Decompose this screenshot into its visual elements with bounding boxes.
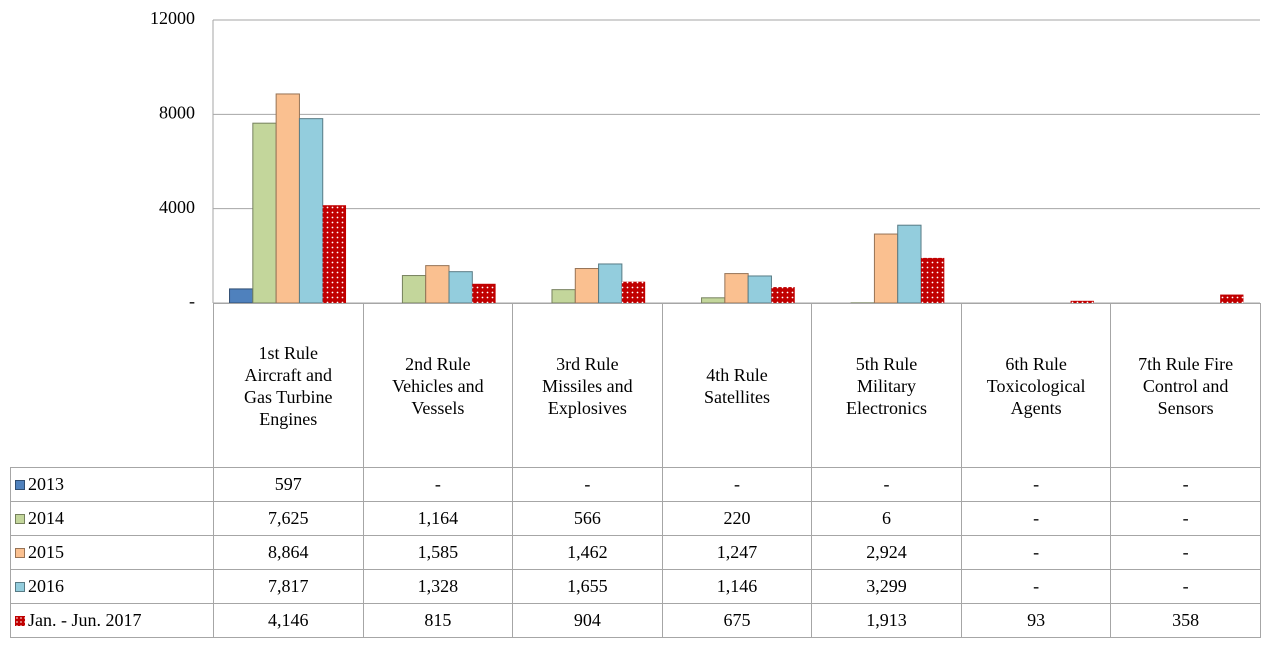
legend-swatch	[15, 616, 25, 626]
bar	[621, 281, 646, 303]
value-cell: 7,625	[213, 501, 364, 536]
y-tick-label: -	[189, 291, 195, 311]
bar	[1220, 294, 1244, 303]
value-cell: 8,864	[213, 535, 364, 570]
value-cell: 1,164	[362, 501, 514, 536]
category-cell: 5th Rule Military Electronics	[811, 303, 962, 468]
bar	[747, 275, 772, 304]
value-cell: 1,328	[362, 569, 514, 604]
category-label: 7th Rule Fire Control and Sensors	[1138, 353, 1234, 418]
value-cell: 6	[811, 501, 962, 536]
bar	[322, 205, 347, 303]
value-cell: 597	[213, 467, 364, 502]
value-cell: -	[512, 467, 663, 502]
value-cell: 1,462	[512, 535, 663, 570]
category-label: 5th Rule Military Electronics	[846, 353, 928, 418]
bar	[873, 233, 899, 304]
legend-label: 2013	[28, 474, 64, 494]
value-cell: 1,913	[811, 603, 962, 638]
value-cell: -	[1110, 501, 1261, 536]
category-cell: 4th Rule Satellites	[661, 303, 813, 468]
category-cell: 7th Rule Fire Control and Sensors	[1110, 303, 1261, 468]
legend-cell: 2013	[10, 467, 214, 502]
value-cell: 220	[661, 501, 813, 536]
legend-cell: 2014	[10, 501, 214, 536]
value-cell: -	[661, 467, 813, 502]
value-cell: 1,146	[661, 569, 813, 604]
value-cell: -	[960, 535, 1112, 570]
legend-swatch	[15, 582, 25, 592]
bar	[252, 122, 277, 304]
value-cell: 675	[661, 603, 813, 638]
value-cell: 4,146	[213, 603, 364, 638]
category-label: 4th Rule Satellites	[703, 364, 770, 407]
value-cell: 2,924	[811, 535, 962, 570]
legend-label: 2016	[28, 576, 64, 596]
legend-label: 2015	[28, 542, 64, 562]
category-cell: 1st Rule Aircraft and Gas Turbine Engine…	[213, 303, 364, 468]
legend-cell: Jan. - Jun. 2017	[10, 603, 214, 638]
value-cell: -	[1110, 467, 1261, 502]
category-label: 6th Rule Toxicological Agents	[986, 353, 1086, 418]
bar	[298, 118, 324, 304]
series-row: 2013 597- - - - - -	[10, 467, 1261, 502]
bar	[472, 283, 496, 303]
series-row: 2014 7,625 1,164 566 220 6- -	[10, 501, 1261, 536]
category-cell: 3rd Rule Missiles and Explosives	[512, 303, 663, 468]
value-cell: 93	[960, 603, 1112, 638]
bar	[401, 275, 427, 304]
value-cell: 1,655	[512, 569, 663, 604]
value-cell: 904	[512, 603, 663, 638]
value-cell: -	[362, 467, 514, 502]
value-cell: 1,585	[362, 535, 514, 570]
legend-swatch	[15, 548, 25, 558]
value-cell: -	[1110, 535, 1261, 570]
bar	[771, 287, 795, 303]
legend-label: Jan. - Jun. 2017	[28, 610, 142, 630]
data-table: 1st Rule Aircraft and Gas Turbine Engine…	[10, 303, 1261, 638]
value-cell: 1,247	[661, 535, 813, 570]
category-label: 1st Rule Aircraft and Gas Turbine Engine…	[244, 342, 333, 429]
category-label: 3rd Rule Missiles and Explosives	[542, 353, 633, 418]
y-tick-label: 4000	[159, 197, 195, 217]
corner	[10, 303, 214, 468]
value-cell: -	[960, 467, 1112, 502]
bar	[448, 271, 473, 304]
value-cell: 358	[1110, 603, 1261, 638]
legend-label: 2014	[28, 508, 64, 528]
bar	[598, 263, 623, 304]
y-tick-label: 8000	[159, 102, 195, 122]
bar	[229, 288, 254, 304]
bar	[551, 289, 576, 304]
series-row: Jan. - Jun. 2017 4,146 815 904 675 1,913 93 358	[10, 603, 1261, 638]
category-label: 2nd Rule Vehicles and Vessels	[392, 353, 484, 418]
bar	[724, 273, 749, 304]
bar	[1070, 300, 1094, 303]
legend-swatch	[15, 480, 25, 490]
bar	[574, 268, 600, 304]
value-cell: -	[960, 569, 1112, 604]
bar	[275, 93, 300, 304]
series-row: 2015 8,864 1,585 1,462 1,247 2,924- -	[10, 535, 1261, 570]
value-cell: 566	[512, 501, 663, 536]
legend-cell: 2016	[10, 569, 214, 604]
value-cell: 815	[362, 603, 514, 638]
category-cell: 6th Rule Toxicological Agents	[960, 303, 1112, 468]
value-cell: -	[960, 501, 1112, 536]
legend-cell: 2015	[10, 535, 214, 570]
header-row: 1st Rule Aircraft and Gas Turbine Engine…	[10, 303, 1261, 468]
value-cell: -	[1110, 569, 1261, 604]
legend-swatch	[15, 514, 25, 524]
category-cell: 2nd Rule Vehicles and Vessels	[362, 303, 514, 468]
value-cell: 3,299	[811, 569, 962, 604]
bar	[921, 257, 945, 303]
series-row: 2016 7,817 1,328 1,655 1,146 3,299- -	[10, 569, 1261, 604]
value-cell: -	[811, 467, 962, 502]
bar	[897, 224, 922, 304]
y-tick-label: 12000	[150, 8, 195, 28]
bar	[425, 265, 450, 304]
value-cell: 7,817	[213, 569, 364, 604]
